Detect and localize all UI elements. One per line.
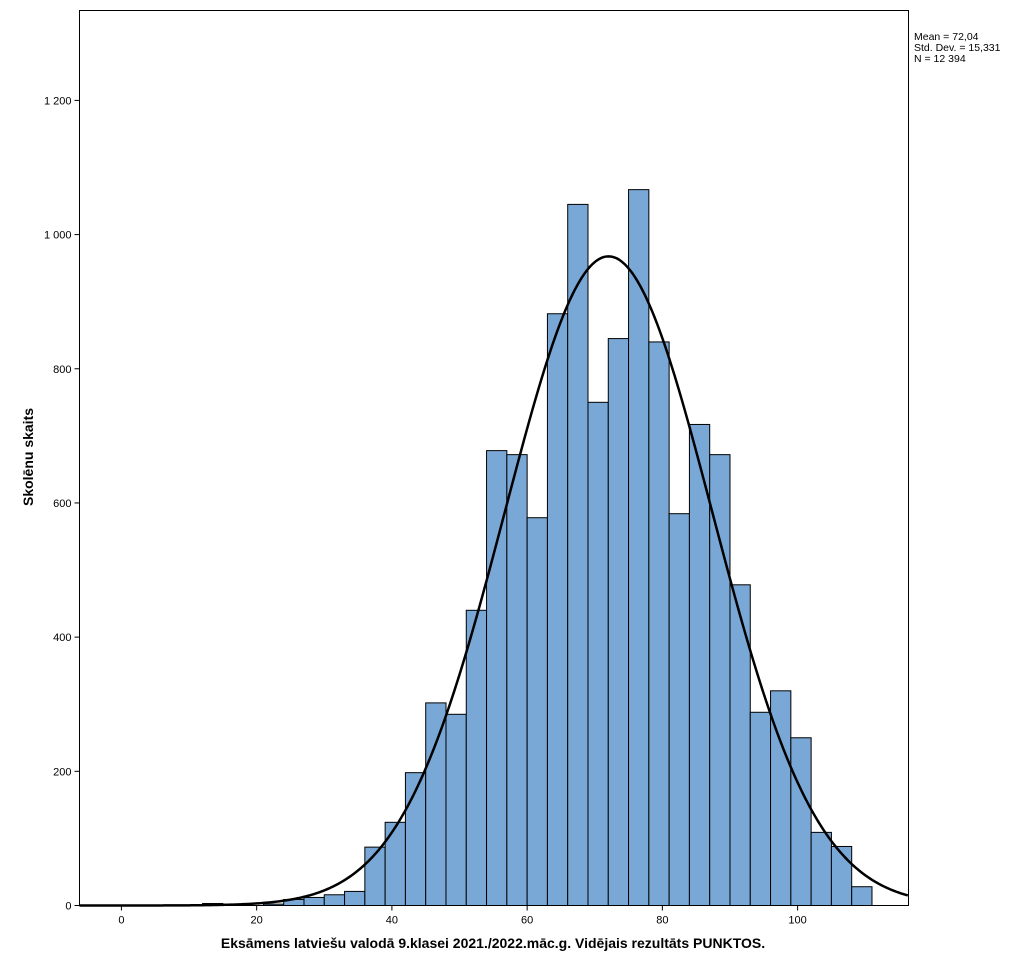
histogram-bar (729, 584, 751, 906)
y-axis-title: Skolēnu skaits (20, 408, 36, 506)
y-tick-label: 400 (53, 632, 71, 644)
bars-group (202, 189, 873, 907)
histogram-bar (526, 517, 548, 906)
histogram-bar (749, 711, 772, 906)
histogram-bar (344, 890, 366, 906)
y-tick-label: 600 (53, 498, 71, 510)
histogram-bar (688, 423, 711, 906)
histogram-bar (567, 203, 589, 907)
histogram-bar (790, 737, 812, 906)
stats-legend: Mean = 72,04 Std. Dev. = 15,331 N = 12 3… (914, 31, 1001, 65)
histogram-bar (607, 338, 630, 906)
stats-n: N = 12 394 (914, 53, 966, 65)
normal-curve (79, 255, 909, 907)
stats-sd: Std. Dev. = 15,331 (914, 42, 1001, 54)
x-tick-label: 100 (788, 915, 806, 927)
histogram-bar (465, 609, 488, 906)
histogram-bar (384, 821, 406, 906)
histogram-bar (425, 702, 447, 906)
x-axis-title: Eksāmens latviešu valodā 9.klasei 2021./… (221, 935, 765, 951)
histogram-bar (587, 401, 609, 906)
x-tick-label: 0 (118, 915, 124, 927)
histogram-bar (323, 894, 346, 907)
y-tick-label: 200 (53, 766, 71, 778)
y-tick-label: 1 000 (44, 230, 72, 242)
histogram-bar (303, 896, 325, 907)
y-tick-label: 1 200 (44, 95, 72, 107)
plot-frame (79, 10, 909, 906)
histogram-bar (648, 341, 670, 907)
histogram-bar (709, 454, 731, 906)
y-axis: 0 200 400 600 800 1 000 1 200 (44, 95, 80, 913)
y-tick-label: 0 (65, 901, 71, 913)
x-tick-label: 40 (386, 915, 398, 927)
x-tick-label: 20 (251, 915, 263, 927)
x-tick-label: 80 (656, 915, 668, 927)
y-tick-label: 800 (53, 364, 71, 376)
histogram-bar (851, 886, 873, 907)
x-tick-label: 60 (521, 915, 533, 927)
x-axis: 0 20 40 60 80 100 (118, 905, 807, 927)
histogram-bar (506, 454, 528, 906)
histogram-bar (445, 713, 467, 907)
histogram-bar (668, 513, 690, 906)
histogram-bar (546, 313, 569, 907)
histogram-bar (810, 831, 832, 906)
stats-mean: Mean = 72,04 (914, 31, 979, 43)
